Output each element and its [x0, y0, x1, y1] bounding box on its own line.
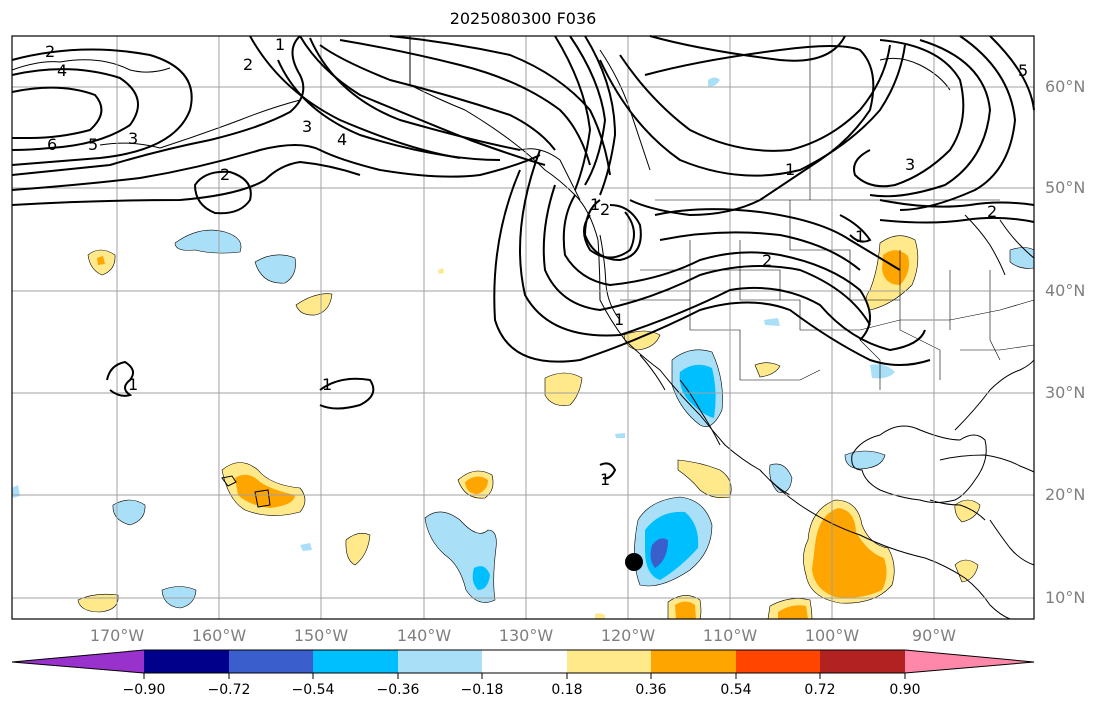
contour-label: 2: [45, 42, 55, 61]
lon-label: 170°W: [89, 626, 145, 645]
colorbar-bin: [482, 650, 567, 673]
orange-region-mexico-core: [812, 508, 887, 598]
colorbar-tick-label: −0.36: [376, 682, 420, 698]
colorbar-bin: [144, 650, 229, 673]
location-marker: [625, 553, 643, 571]
lat-label: 50°N: [1045, 178, 1086, 197]
colorbar-bin: [567, 650, 651, 673]
lon-label: 150°W: [293, 626, 349, 645]
contour-label: 1: [590, 195, 600, 214]
lon-label: 130°W: [498, 626, 554, 645]
contour-label: 4: [337, 130, 347, 149]
contour-label: 1: [600, 470, 610, 489]
contour-label: 6: [47, 135, 57, 154]
contour-label: 3: [905, 155, 915, 174]
colorbar-tick-label: 0.72: [804, 682, 836, 698]
coastlines: [11, 36, 1035, 620]
lon-label: 110°W: [702, 626, 758, 645]
contour-lines: [11, 35, 1035, 480]
colorbar-tick-label: 0.18: [551, 682, 583, 698]
lat-label: 60°N: [1045, 77, 1086, 96]
contour-label: 2: [243, 55, 253, 74]
colorbar-tick-label: 0.90: [889, 682, 921, 698]
map-frame: [11, 35, 1035, 620]
contour-label: 3: [128, 129, 138, 148]
shaded-fields: [12, 77, 1035, 620]
colorbar-extend-max: [905, 650, 1034, 673]
lat-label: 40°N: [1045, 281, 1086, 300]
contour-label: 1: [785, 160, 795, 179]
contour-label: 2: [220, 165, 230, 184]
map-title: 2025080300 F036: [449, 9, 597, 28]
lon-label: 100°W: [804, 626, 860, 645]
colorbar-extend-min: [12, 650, 144, 673]
lon-label: 160°W: [191, 626, 247, 645]
lat-label: 30°N: [1045, 383, 1086, 402]
blue-region-baja-core: [679, 364, 716, 418]
blue-region-pacific-core: [472, 566, 490, 590]
contour-label: 5: [1018, 61, 1028, 80]
contour-label: 2: [762, 251, 772, 270]
colorbar-tick-label: −0.72: [207, 682, 251, 698]
colorbar-tick-label: −0.18: [460, 682, 504, 698]
contour-label: 1: [855, 227, 865, 246]
contour-label: 1: [614, 310, 624, 329]
contour-label: 4: [57, 61, 67, 80]
lon-label: 90°W: [911, 626, 957, 645]
lon-label: 120°W: [600, 626, 656, 645]
contour-label: 2: [600, 200, 610, 219]
lat-label: 10°N: [1045, 588, 1086, 607]
colorbar-bin: [398, 650, 482, 673]
colorbar-tick-label: 0.36: [635, 682, 667, 698]
colorbar: [11, 649, 1035, 679]
colorbar-tick-label: −0.54: [291, 682, 335, 698]
map-area: [12, 36, 1034, 619]
colorbar-bin: [229, 650, 313, 673]
colorbar-tick-label: −0.90: [122, 682, 166, 698]
contour-label: 1: [322, 375, 332, 394]
lon-label: 140°W: [396, 626, 452, 645]
colorbar-bin: [313, 650, 398, 673]
colorbar-bin: [736, 650, 820, 673]
lat-label: 20°N: [1045, 485, 1086, 504]
contour-label: 5: [88, 135, 98, 154]
blue-region-south-deep: [650, 538, 668, 568]
contour-label: 1: [275, 35, 285, 54]
colorbar-tick-label: 0.54: [720, 682, 752, 698]
colorbar-bin: [820, 650, 905, 673]
contour-label: 3: [302, 117, 312, 136]
contour-label-group: 2 4 6 5 3 2 1 2 3 4 1 2 1 3 2 5 1 2 1 1 …: [45, 35, 1028, 489]
colorbar-bin: [651, 650, 736, 673]
contour-label: 2: [987, 202, 997, 221]
contour-label: 1: [128, 375, 138, 394]
